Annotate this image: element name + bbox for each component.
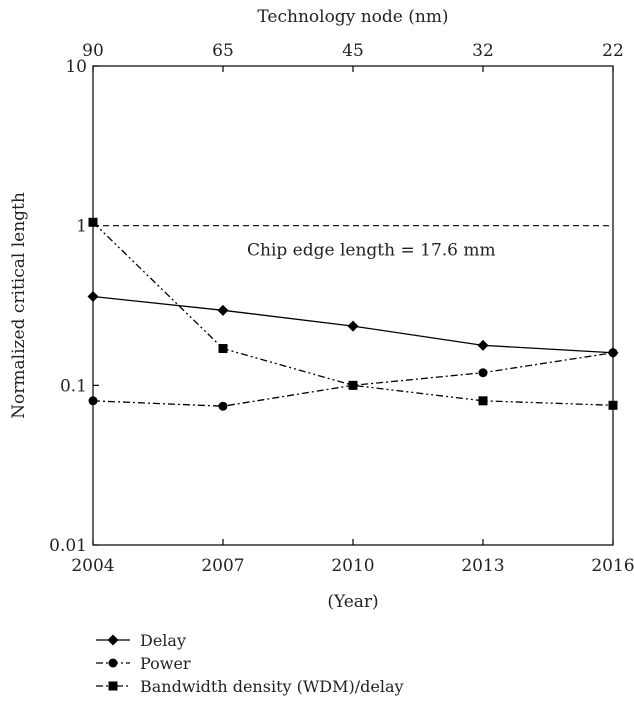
- data-point: [217, 304, 229, 316]
- y-tick-label: 0.01: [49, 536, 87, 556]
- series-line: [92, 352, 614, 407]
- y-tick-label: 10: [65, 57, 87, 77]
- data-point: [218, 401, 228, 411]
- plot-frame: [92, 65, 614, 546]
- x-tick-label: 2010: [331, 556, 374, 576]
- data-point: [88, 396, 98, 406]
- x-axis-title: (Year): [327, 592, 378, 612]
- series-1: [87, 291, 619, 359]
- legend-marker: [108, 681, 118, 691]
- data-point: [348, 380, 358, 390]
- data-point: [347, 320, 359, 332]
- data-point: [87, 291, 99, 303]
- series-group: [87, 217, 619, 411]
- x-tick-label: 2016: [591, 556, 634, 576]
- top-tick-label: 90: [82, 41, 104, 61]
- axes: 0.01 0.1 1 10 2004 2007 2010 2013 2016 90 65 45 32 22…: [9, 7, 634, 612]
- reference-line-label: Chip edge length = 17.6 mm: [247, 241, 496, 261]
- data-point: [478, 396, 488, 406]
- top-tick-label: 65: [212, 41, 234, 61]
- series-2: [88, 348, 618, 411]
- y-tick-label: 0.1: [60, 376, 87, 396]
- top-tick-label: 45: [342, 41, 364, 61]
- series-3: [88, 217, 618, 410]
- top-tick-label: 32: [472, 41, 494, 61]
- legend-item: Power: [96, 654, 191, 673]
- data-point: [477, 339, 489, 351]
- data-point: [608, 400, 618, 410]
- reference-line-group: Chip edge length = 17.6 mm: [93, 225, 613, 261]
- legend-label: Bandwidth density (WDM)/delay: [140, 677, 404, 696]
- data-point: [608, 348, 618, 358]
- x-tick-label: 2013: [461, 556, 504, 576]
- top-tick-label: 22: [602, 41, 624, 61]
- legend: Delay Power Bandwidth density (WDM)/delay: [96, 631, 404, 696]
- data-point: [478, 368, 488, 378]
- legend-item: Delay: [96, 631, 186, 650]
- legend-label: Delay: [140, 631, 186, 650]
- x-tick-label: 2007: [201, 556, 244, 576]
- legend-marker: [108, 658, 118, 668]
- legend-label: Power: [140, 654, 191, 673]
- data-point: [218, 344, 228, 354]
- legend-marker: [107, 634, 119, 646]
- y-axis-title: Normalized critical length: [9, 192, 29, 419]
- top-axis-title: Technology node (nm): [257, 7, 448, 27]
- legend-item: Bandwidth density (WDM)/delay: [96, 677, 404, 696]
- y-tick-label: 1: [76, 217, 87, 237]
- data-point: [88, 217, 98, 227]
- x-tick-label: 2004: [71, 556, 114, 576]
